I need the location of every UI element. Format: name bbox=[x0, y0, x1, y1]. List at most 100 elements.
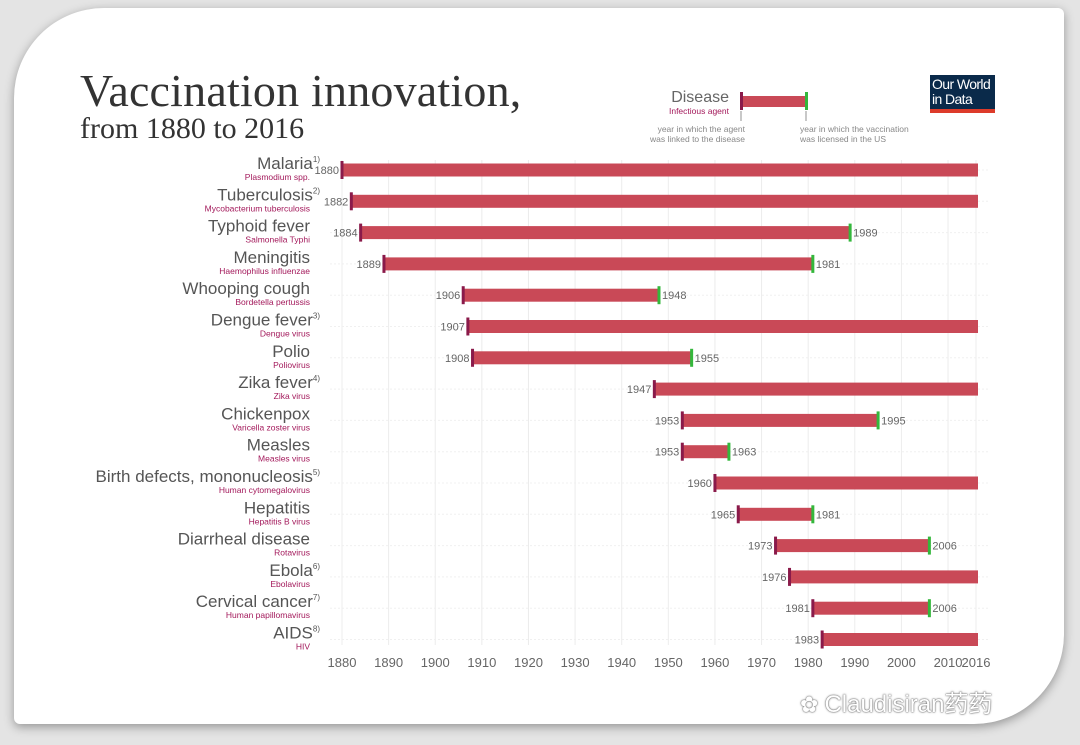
disease-label: Cervical cancer7) bbox=[196, 592, 321, 611]
disease-label: Malaria1) bbox=[257, 154, 320, 173]
agent-label: Ebolavirus bbox=[270, 579, 310, 589]
disease-label: Birth defects, mononucleosis5) bbox=[96, 467, 321, 486]
disease-label: Polio bbox=[272, 342, 310, 361]
agent-label: Plasmodium spp. bbox=[245, 172, 310, 182]
wechat-icon: ✿ bbox=[800, 692, 819, 717]
start-year-label: 1976 bbox=[762, 572, 786, 584]
range-bar bbox=[654, 382, 978, 396]
start-year-label: 1965 bbox=[711, 509, 735, 521]
legend-right-note-2: was licensed in the US bbox=[799, 134, 886, 144]
range-bar bbox=[682, 445, 729, 459]
end-marker bbox=[876, 411, 880, 430]
end-year-label: 1989 bbox=[853, 228, 877, 240]
end-marker bbox=[727, 442, 731, 461]
start-marker bbox=[774, 536, 778, 555]
legend-disease-label: Disease bbox=[671, 89, 729, 106]
range-bar bbox=[738, 507, 813, 521]
start-marker bbox=[811, 599, 815, 618]
end-marker bbox=[927, 599, 931, 618]
agent-label: Human papillomavirus bbox=[226, 610, 310, 620]
start-year-label: 1953 bbox=[655, 415, 679, 427]
x-tick-label: 1980 bbox=[794, 655, 823, 670]
start-marker bbox=[461, 286, 465, 305]
disease-label: Diarrheal disease bbox=[178, 530, 310, 549]
start-year-label: 1983 bbox=[795, 635, 819, 647]
start-year-label: 1889 bbox=[356, 259, 380, 271]
end-year-label: 1963 bbox=[732, 447, 756, 459]
end-year-label: 1948 bbox=[662, 290, 686, 302]
agent-label: Dengue virus bbox=[260, 329, 310, 339]
watermark-text: Claudisiran药药 bbox=[824, 691, 993, 718]
start-marker bbox=[736, 505, 740, 524]
disease-label: Whooping cough bbox=[182, 279, 310, 298]
legend-bar bbox=[741, 96, 806, 107]
chart-subtitle: from 1880 to 2016 bbox=[80, 112, 305, 145]
start-year-label: 1880 bbox=[315, 165, 339, 177]
agent-label: Human cytomegalovirus bbox=[219, 485, 310, 495]
start-marker bbox=[359, 223, 363, 242]
logo-line-2: in Data bbox=[932, 91, 973, 107]
end-year-label: 2006 bbox=[932, 541, 956, 553]
legend-start-marker bbox=[740, 92, 743, 110]
x-tick-label: 2016 bbox=[962, 655, 991, 670]
range-bar bbox=[682, 413, 879, 427]
legend-agent-label: Infectious agent bbox=[669, 106, 730, 116]
range-bar bbox=[342, 163, 978, 177]
legend-right-note-1: year in which the vaccination bbox=[800, 124, 909, 134]
x-tick-label: 1970 bbox=[747, 655, 776, 670]
agent-label: Bordetella pertussis bbox=[235, 297, 310, 307]
range-bar bbox=[467, 320, 978, 333]
x-tick-label: 2000 bbox=[887, 655, 916, 670]
end-year-label: 2006 bbox=[932, 603, 956, 615]
legend-left-note-1: year in which the agent bbox=[658, 124, 746, 134]
disease-label: AIDS8) bbox=[273, 624, 320, 643]
disease-label: Hepatitis bbox=[244, 498, 310, 517]
legend-end-marker bbox=[805, 92, 808, 110]
agent-label: Zika virus bbox=[274, 391, 310, 401]
disease-label: Ebola6) bbox=[269, 561, 320, 580]
range-bar bbox=[360, 226, 851, 240]
chart-title: Vaccination innovation, bbox=[80, 65, 522, 116]
start-year-label: 1973 bbox=[748, 541, 772, 553]
x-tick-label: 1900 bbox=[421, 655, 450, 670]
range-bar bbox=[789, 570, 978, 584]
agent-label: Poliovirus bbox=[273, 360, 310, 370]
agent-label: Haemophilus influenzae bbox=[219, 266, 310, 276]
x-tick-label: 1920 bbox=[514, 655, 543, 670]
our-world-in-data-logo: Our World in Data bbox=[930, 75, 995, 113]
range-bar bbox=[822, 633, 978, 646]
start-marker bbox=[340, 161, 344, 179]
agent-label: HIV bbox=[296, 642, 311, 652]
agent-label: Rotavirus bbox=[274, 548, 310, 558]
start-marker bbox=[652, 380, 656, 399]
start-marker bbox=[680, 411, 684, 430]
agent-label: Salmonella Typhi bbox=[245, 235, 310, 245]
x-tick-label: 1990 bbox=[840, 655, 869, 670]
disease-label: Tuberculosis2) bbox=[217, 185, 320, 204]
x-tick-label: 2010 bbox=[934, 655, 963, 670]
x-tick-label: 1910 bbox=[467, 655, 496, 670]
x-tick-label: 1890 bbox=[374, 655, 403, 670]
logo-line-1: Our World bbox=[932, 76, 991, 92]
x-tick-label: 1960 bbox=[700, 655, 729, 670]
x-tick-label: 1880 bbox=[328, 655, 357, 670]
range-bar bbox=[472, 351, 692, 365]
start-marker bbox=[466, 317, 470, 336]
disease-label: Zika fever4) bbox=[238, 373, 320, 392]
disease-label: Meningitis bbox=[233, 248, 310, 267]
start-year-label: 1882 bbox=[324, 196, 348, 208]
end-marker bbox=[927, 536, 931, 555]
start-marker bbox=[820, 630, 824, 649]
start-year-label: 1906 bbox=[436, 290, 460, 302]
range-bar bbox=[351, 194, 979, 208]
range-bar bbox=[812, 601, 930, 615]
range-bar bbox=[714, 476, 978, 490]
legend-left-note-2: was linked to the disease bbox=[649, 134, 745, 144]
start-marker bbox=[713, 474, 717, 492]
agent-label: Hepatitis B virus bbox=[249, 516, 310, 526]
disease-label: Chickenpox bbox=[221, 404, 310, 423]
start-marker bbox=[382, 254, 386, 273]
start-year-label: 1907 bbox=[440, 322, 464, 334]
range-bar bbox=[383, 257, 813, 271]
